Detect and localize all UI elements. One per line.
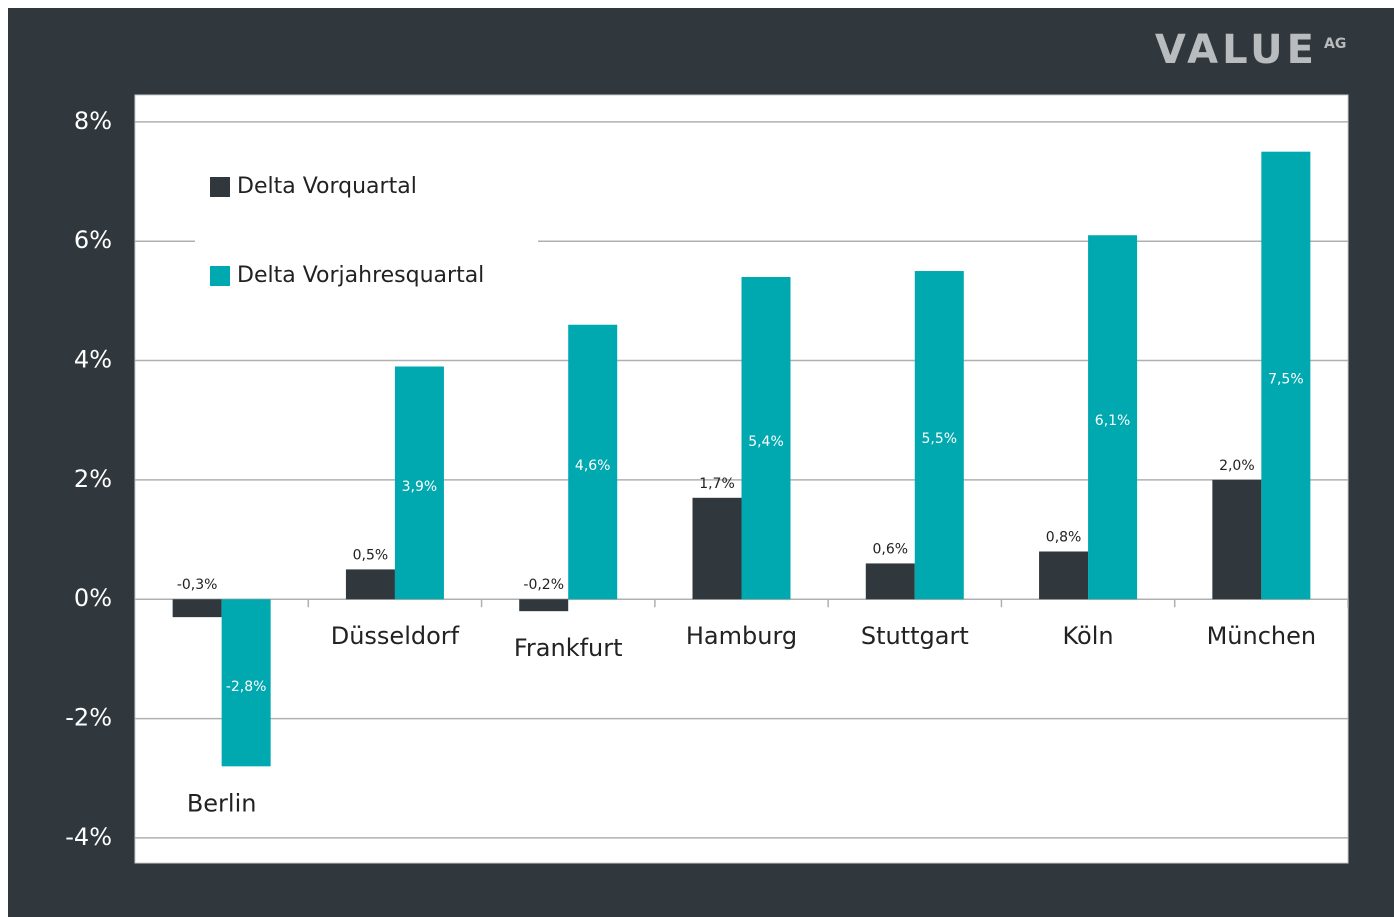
data-label: 0,8% (1046, 530, 1082, 546)
bar (1088, 235, 1138, 600)
bar (741, 277, 791, 600)
x-tick-label: Hamburg (686, 622, 797, 650)
legend-background (195, 150, 538, 300)
data-label: 1,7% (699, 476, 735, 492)
bar (692, 497, 742, 600)
y-tick-label: 0% (74, 584, 112, 612)
bar (519, 599, 569, 612)
data-label: 7,5% (1268, 371, 1304, 387)
x-tick-label: Berlin (187, 789, 257, 817)
logo-suffix: AG (1324, 36, 1346, 52)
x-tick-label: Düsseldorf (331, 622, 460, 650)
data-label: -2,8% (226, 679, 267, 695)
bar (394, 366, 444, 600)
data-label: 4,6% (575, 458, 611, 474)
legend-label: Delta Vorquartal (237, 174, 417, 199)
data-label: 3,9% (402, 479, 438, 495)
y-tick-label: 6% (74, 226, 112, 254)
data-label: -0,2% (523, 577, 564, 593)
bar (1039, 551, 1089, 600)
x-tick-label: München (1207, 622, 1317, 650)
bar (172, 599, 222, 618)
x-tick-label: Frankfurt (514, 634, 623, 662)
x-tick-label: Köln (1063, 622, 1114, 650)
data-label: 2,0% (1219, 458, 1255, 474)
bar (1212, 479, 1262, 600)
legend-swatch (210, 177, 230, 197)
legend-label: Delta Vorjahresquartal (237, 263, 484, 288)
data-label: 0,6% (872, 541, 908, 557)
y-tick-label: 4% (74, 346, 112, 374)
bar (914, 271, 964, 600)
y-tick-label: -4% (65, 823, 112, 851)
data-label: 6,1% (1095, 413, 1131, 429)
bar (1261, 151, 1311, 600)
y-tick-label: 8% (74, 107, 112, 135)
bar (345, 569, 395, 600)
bar (865, 563, 915, 600)
y-tick-label: -2% (65, 704, 112, 732)
bar (221, 599, 271, 767)
bar (568, 324, 618, 600)
y-tick-label: 2% (74, 465, 112, 493)
legend-swatch (210, 266, 230, 286)
x-tick-label: Stuttgart (861, 622, 969, 650)
logo: VALUE (1155, 27, 1318, 73)
data-label: -0,3% (177, 577, 218, 593)
data-label: 5,4% (748, 434, 784, 450)
data-label: 0,5% (353, 547, 389, 563)
data-label: 5,5% (921, 431, 957, 447)
